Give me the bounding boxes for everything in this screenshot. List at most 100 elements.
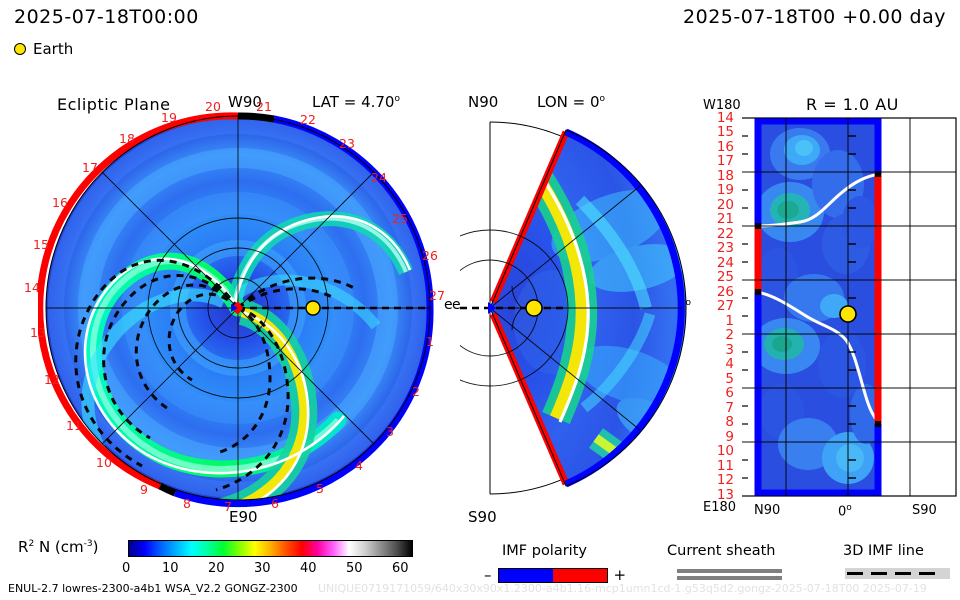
panel3-xlabel-mid: 0o: [838, 503, 852, 520]
imf-polarity-title: IMF polarity: [502, 543, 587, 559]
hour-label: 25: [392, 211, 408, 226]
ytick: 11: [716, 458, 734, 474]
imf-positive-swatch: [552, 568, 607, 582]
imf-line-title: 3D IMF line: [843, 543, 924, 559]
ytick: 13: [716, 487, 734, 503]
ytick: 2: [725, 327, 734, 343]
panel3-corner-bottom: E180: [703, 500, 737, 515]
ytick: 9: [725, 429, 734, 445]
colorbar-tick: 40: [300, 561, 317, 576]
hour-label: 9: [140, 482, 148, 497]
hour-label: 3: [386, 424, 394, 439]
imf-minus-label: –: [484, 566, 492, 584]
panel1-title: Ecliptic Plane: [57, 95, 171, 114]
hour-label: 12: [44, 372, 60, 387]
panel1-right-marker: e: [444, 297, 453, 313]
colorbar-tick: 50: [346, 561, 363, 576]
ytick: 26: [716, 284, 734, 300]
panel2-lon-label: LON = 0o: [537, 93, 605, 111]
hour-label: 2: [412, 384, 420, 399]
hour-label: 6: [271, 496, 279, 511]
current-sheath-title: Current sheath: [667, 543, 776, 559]
panel1-top-label: W90: [228, 93, 262, 111]
panel1-ecliptic-plot: [38, 112, 434, 508]
imf-dash: [919, 572, 935, 575]
footer-watermark: UNIQUE0719171059/640x30x90x1.2300-a4b1.1…: [318, 582, 927, 595]
lon-deg-icon: o: [599, 94, 606, 104]
current-sheath-swatch: [677, 569, 782, 583]
hour-label: 13: [30, 325, 46, 340]
ytick: 16: [716, 139, 734, 155]
ytick: 3: [725, 342, 734, 358]
ytick: 18: [716, 168, 734, 184]
imf-plus-label: +: [613, 566, 627, 584]
earth-legend-label: Earth: [33, 40, 74, 58]
ytick: 24: [716, 255, 734, 271]
hour-label: 1: [426, 334, 434, 349]
panel2-meridional-plot: [460, 121, 687, 495]
ytick: 27: [716, 298, 734, 314]
colorbar-tick: 30: [254, 561, 271, 576]
earth-marker: [839, 305, 857, 323]
datetime-left: 2025-07-18T00:00: [14, 6, 199, 28]
footer-model: ENUL-2.7 lowres-2300-a4b1 WSA_V2.2 GONGZ…: [8, 582, 298, 595]
imf-dash: [847, 572, 863, 575]
ytick: 15: [716, 124, 734, 140]
hour-label: 23: [339, 136, 355, 151]
hour-label: 11: [66, 418, 82, 433]
ytick: 12: [716, 472, 734, 488]
hour-label: 10: [96, 455, 112, 470]
hour-label: 22: [300, 112, 316, 127]
hour-label: 15: [33, 237, 49, 252]
datetime-right: 2025-07-18T00 +0.00 day: [683, 6, 946, 28]
hour-label: 16: [52, 195, 68, 210]
hour-label: 19: [161, 110, 177, 125]
panel1-lat-label: LAT = 4.70o: [312, 93, 400, 111]
earth-dot-icon: [14, 43, 26, 55]
lat-deg-icon: o: [394, 94, 400, 104]
ytick: 4: [725, 356, 734, 372]
panel3-latlon-plot: [742, 117, 957, 497]
ytick: 14: [716, 110, 734, 126]
imf-dash: [895, 572, 911, 575]
colorbar-tick: 0: [122, 561, 131, 576]
ytick: 23: [716, 240, 734, 256]
imf-negative-swatch: [498, 568, 553, 582]
ytick: 20: [716, 197, 734, 213]
ytick: 1: [725, 313, 734, 329]
ytick: 22: [716, 226, 734, 242]
colorbar-tick: 10: [162, 561, 179, 576]
panel2-left-marker: e: [452, 297, 461, 313]
panel2-top-label: N90: [468, 93, 499, 111]
ytick: 17: [716, 153, 734, 169]
colorbar-tick: 60: [392, 561, 409, 576]
panel2-bottom-label: S90: [468, 508, 497, 526]
earth-legend: Earth: [14, 40, 73, 58]
imf-dash: [871, 572, 887, 575]
imf-line-swatch: [845, 568, 950, 579]
hour-label: 8: [183, 496, 191, 511]
ytick: 8: [725, 414, 734, 430]
panel3-title: R = 1.0 AU: [806, 95, 899, 114]
hour-label: 26: [422, 248, 438, 263]
hour-label: 21: [256, 99, 272, 114]
hour-label: 20: [205, 99, 221, 114]
ytick: 19: [716, 182, 734, 198]
imf-polarity-legend: – +: [484, 566, 626, 584]
ytick: 7: [725, 400, 734, 416]
ytick: 5: [725, 371, 734, 387]
hour-label: 27: [429, 288, 445, 303]
lon-value: LON = 0: [537, 93, 600, 111]
hour-label: 7: [224, 499, 232, 514]
sheath-line-upper: [677, 569, 782, 573]
hour-label: 17: [82, 160, 98, 175]
earth-marker: [525, 299, 543, 317]
ytick: 21: [716, 211, 734, 227]
hour-label: 14: [24, 280, 40, 295]
hour-label: 4: [355, 458, 363, 473]
panel3-corner-top: W180: [703, 98, 741, 113]
hour-label: 18: [119, 131, 135, 146]
hour-label: 5: [316, 481, 324, 496]
lat-value: LAT = 4.70: [312, 93, 395, 111]
panel1-bottom-label: E90: [229, 508, 258, 526]
